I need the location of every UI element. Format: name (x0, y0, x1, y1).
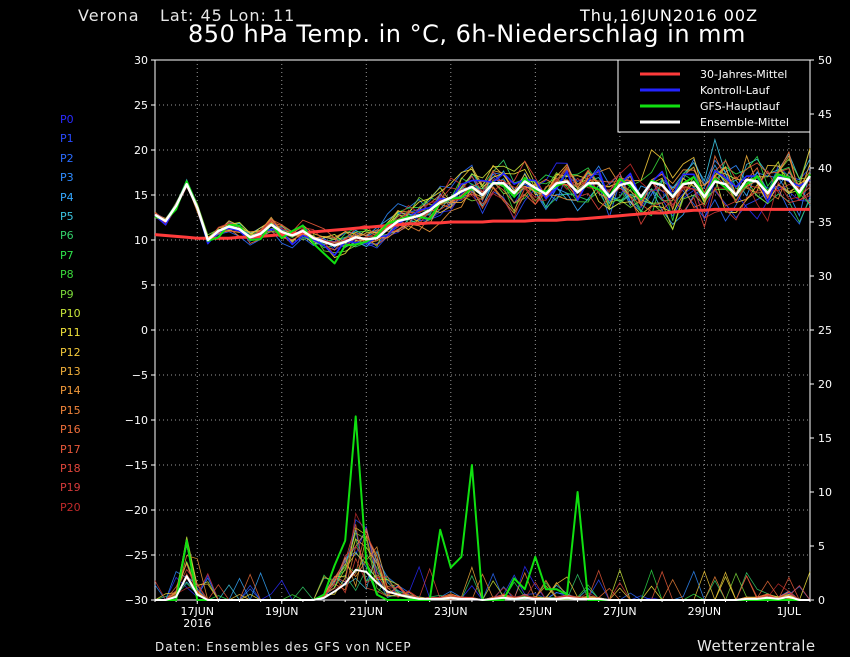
member-label-p2: P2 (60, 151, 74, 165)
y-right-tick-label: 15 (818, 432, 832, 445)
member-label-p19: P19 (60, 481, 81, 495)
member-label-p17: P17 (60, 442, 81, 456)
member-label-p1: P1 (60, 132, 74, 146)
member-label-p4: P4 (60, 190, 74, 204)
y-right-tick-label: 50 (818, 54, 832, 67)
y-left-tick-label: −5 (132, 369, 148, 382)
series-line-30-jahres-mittel (154, 207, 810, 240)
member-label-p14: P14 (60, 384, 81, 398)
y-left-tick-label: 0 (141, 324, 148, 337)
legend-label: Ensemble-Mittel (700, 116, 789, 129)
y-left-tick-label: −20 (125, 504, 148, 517)
x-tick-label: 25JUN (519, 605, 553, 618)
series-line-niederschlag-ensemble-mittel (155, 568, 810, 601)
member-label-p5: P5 (60, 209, 74, 223)
y-left-tick-label: −15 (125, 459, 148, 472)
y-left-tick-label: 10 (134, 234, 148, 247)
y-left-tick-label: 15 (134, 189, 148, 202)
y-right-tick-label: 40 (818, 162, 832, 175)
series-line-ensemble-mittel (154, 175, 812, 247)
member-label-p12: P12 (60, 345, 81, 359)
y-right-tick-label: 10 (818, 486, 832, 499)
y-left-tick-label: 5 (141, 279, 148, 292)
chart-title: 850 hPa Temp. in °C, 6h-Niederschlag in … (188, 20, 746, 48)
y-left-tick-label: −25 (125, 549, 148, 562)
member-label-p0: P0 (60, 113, 74, 126)
legend-label: Kontroll-Lauf (700, 84, 771, 97)
coordinates-label: Lat: 45 Lon: 11 (160, 6, 296, 25)
run-label: Thu,16JUN2016 00Z (580, 6, 759, 25)
y-right-tick-label: 0 (818, 594, 825, 607)
y-right-tick-label: 35 (818, 216, 832, 229)
location-label: Verona (78, 6, 140, 25)
y-right-tick-label: 25 (818, 324, 832, 337)
member-list: P0 P1 P2 P3 P4 P5 P6 P7 P8 P9 P10 P11 P12 P13 P14 P15 P1… (60, 110, 81, 517)
legend-label: GFS-Hauptlauf (700, 100, 781, 113)
member-label-p3: P3 (60, 171, 74, 185)
member-label-p15: P15 (60, 403, 81, 417)
x-tick-label: 19JUN (265, 605, 299, 618)
member-label-p6: P6 (60, 229, 74, 243)
brand-label: Wetterzentrale (697, 637, 816, 655)
member-temp-line (154, 168, 811, 259)
x-tick-sublabel: 2016 (183, 617, 211, 630)
x-tick-label: 29JUN (688, 605, 722, 618)
y-left-tick-label: −10 (125, 414, 148, 427)
member-label-p7: P7 (60, 248, 74, 262)
x-tick-label: 23JUN (434, 605, 468, 618)
y-right-tick-label: 30 (818, 270, 832, 283)
y-left-tick-label: 25 (134, 99, 148, 112)
member-label-p20: P20 (60, 500, 81, 514)
y-left-tick-label: 30 (134, 54, 148, 67)
member-label-p18: P18 (60, 462, 81, 476)
x-tick-label: 21JUN (350, 605, 384, 618)
member-label-p8: P8 (60, 268, 74, 282)
x-tick-label: 27JUN (603, 605, 637, 618)
legend-label: 30-Jahres-Mittel (700, 68, 787, 81)
x-tick-label: 17JUN (180, 605, 214, 618)
y-right-tick-label: 45 (818, 108, 832, 121)
legend-box (617, 59, 811, 133)
member-label-p9: P9 (60, 287, 74, 301)
member-label-p16: P16 (60, 423, 81, 437)
x-tick-label: 1JUL (777, 605, 802, 618)
member-label-p10: P10 (60, 306, 81, 320)
y-right-tick-label: 5 (818, 540, 825, 553)
member-label-p11: P11 (60, 326, 81, 340)
series-line-niederschlag-gfs-hauptlauf (155, 415, 810, 601)
member-label-p13: P13 (60, 365, 81, 379)
y-left-tick-label: 20 (134, 144, 148, 157)
y-right-tick-label: 20 (818, 378, 832, 391)
y-left-tick-label: −30 (125, 594, 148, 607)
member-temp-line (154, 177, 811, 243)
data-source: Daten: Ensembles des GFS von NCEP (155, 640, 412, 654)
